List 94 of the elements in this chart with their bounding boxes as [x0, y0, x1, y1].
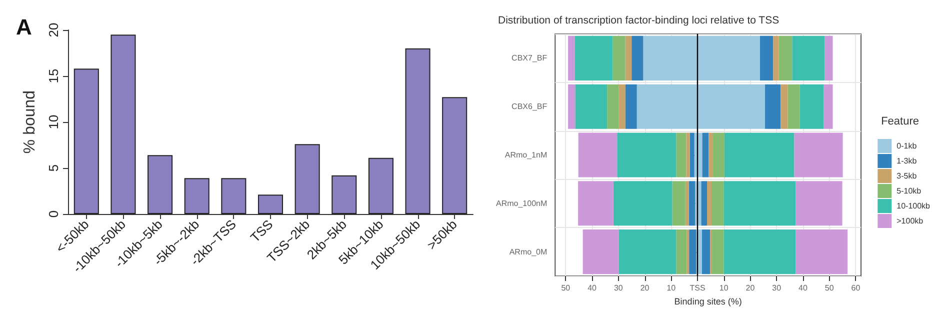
bar — [294, 144, 320, 214]
bar — [724, 181, 796, 226]
x-tick-label: 50 — [824, 284, 834, 292]
bar — [690, 132, 694, 178]
bar — [582, 230, 619, 274]
bar — [698, 132, 702, 178]
bar — [686, 230, 690, 274]
y-tick-label: 5 — [46, 164, 61, 172]
y-tick-label: CBX7_BF — [512, 54, 548, 63]
x-tick-label: 20 — [746, 284, 756, 292]
chart-title: Distribution of transcription factor-binding loci relative to TSS — [498, 14, 780, 26]
bar — [702, 132, 709, 178]
x-tick-label: 10 — [666, 284, 676, 292]
x-axis-title: Binding sites (%) — [674, 296, 742, 306]
bar — [701, 181, 708, 226]
bar — [824, 84, 833, 129]
bar — [618, 230, 676, 274]
x-tick-label: 40 — [798, 284, 808, 292]
bar — [711, 181, 724, 226]
y-tick-label: 20 — [46, 22, 61, 38]
bar — [221, 178, 246, 214]
y-tick-label: 0 — [46, 210, 61, 218]
y-axis-title: % bound — [22, 90, 38, 154]
bar — [676, 230, 687, 274]
bar — [712, 230, 724, 274]
bar — [618, 84, 626, 129]
bar — [578, 132, 618, 178]
y-tick-label: 10 — [46, 114, 61, 130]
bar — [148, 155, 173, 214]
bar — [617, 132, 676, 178]
bar — [724, 132, 794, 178]
bar — [796, 230, 848, 274]
y-tick-label: CBX6_BF — [512, 102, 548, 112]
x-tick-label: 50 — [561, 284, 571, 292]
x-tick-label: TSS — [690, 284, 706, 292]
x-tick-label: 10 — [719, 284, 729, 292]
x-tick-label: 20 — [640, 284, 650, 292]
bar — [685, 181, 689, 226]
bar — [332, 175, 357, 214]
text: A — [16, 14, 32, 40]
bar — [794, 132, 843, 178]
legend-label: >100kb — [896, 216, 924, 226]
bar — [712, 132, 724, 178]
bar — [788, 84, 800, 129]
x-tick-label: 30 — [772, 284, 782, 292]
x-tick-label: 60 — [851, 284, 861, 292]
bar — [568, 84, 576, 129]
legend-label: 10-100kb — [896, 202, 931, 210]
bar — [578, 181, 614, 226]
bar — [625, 36, 632, 80]
x-tick-label: 40 — [588, 284, 598, 292]
bar — [258, 194, 284, 214]
bar — [110, 34, 136, 214]
bar — [575, 84, 608, 129]
bar — [625, 84, 637, 129]
bar — [773, 36, 779, 80]
bar — [613, 181, 672, 226]
bar — [368, 158, 394, 214]
y-tick-label: ARmo_100nM — [496, 198, 548, 208]
bar — [796, 181, 842, 226]
bar — [676, 132, 686, 178]
bar — [780, 84, 788, 129]
bar — [760, 36, 774, 80]
legend-label: 5-10kb — [896, 186, 922, 196]
legend-title: Feature — [881, 116, 920, 128]
bar — [702, 230, 710, 274]
bar — [800, 84, 824, 129]
legend-label: 1-3kb — [896, 156, 918, 166]
bar — [568, 36, 575, 80]
bar — [632, 36, 644, 80]
legend-label: 0-1kb — [896, 142, 918, 150]
bar — [707, 181, 712, 226]
bar — [708, 132, 713, 178]
bar — [824, 36, 833, 80]
bar — [724, 230, 796, 274]
bar — [607, 84, 619, 129]
bar — [612, 36, 626, 80]
bar — [442, 97, 468, 214]
bar — [184, 178, 210, 214]
bar — [765, 84, 781, 129]
y-tick-label: 15 — [46, 68, 61, 84]
bar — [778, 36, 792, 80]
y-tick-label: ARmo_0M — [509, 247, 548, 256]
bar — [792, 36, 825, 80]
x-tick-label: 30 — [614, 284, 624, 292]
legend-label: 3-5kb — [896, 172, 918, 180]
bar — [686, 132, 690, 178]
bar — [574, 36, 613, 80]
y-tick-label: ARmo_1nM — [504, 150, 548, 160]
bar — [672, 181, 686, 226]
bar — [74, 68, 99, 214]
bar — [689, 230, 696, 274]
bar — [688, 181, 696, 226]
bar — [405, 48, 430, 214]
